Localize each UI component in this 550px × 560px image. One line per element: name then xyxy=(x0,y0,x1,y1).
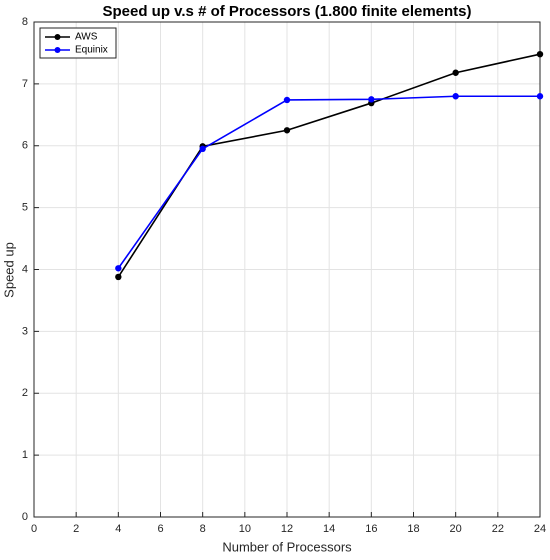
x-tick-label: 12 xyxy=(281,523,293,535)
legend-label: Equinix xyxy=(75,45,108,56)
legend-label: AWS xyxy=(75,32,98,43)
x-tick-label: 14 xyxy=(323,523,335,535)
y-tick-label: 3 xyxy=(22,325,28,337)
x-tick-label: 6 xyxy=(157,523,163,535)
x-axis-label: Number of Processors xyxy=(222,539,352,554)
data-point xyxy=(283,96,291,104)
data-point xyxy=(536,93,544,100)
data-point xyxy=(199,145,206,153)
x-tick-label: 24 xyxy=(534,523,546,535)
y-tick-label: 6 xyxy=(22,140,28,152)
data-point xyxy=(368,96,375,103)
data-point xyxy=(283,127,291,134)
x-tick-label: 18 xyxy=(407,523,419,535)
y-tick-label: 7 xyxy=(22,78,28,90)
y-tick-label: 1 xyxy=(22,449,28,461)
x-tick-label: 8 xyxy=(200,523,206,535)
legend-marker xyxy=(54,34,61,40)
legend-box xyxy=(39,27,117,59)
y-tick-label: 2 xyxy=(22,387,28,399)
x-tick-label: 22 xyxy=(492,523,504,535)
y-tick-label: 8 xyxy=(22,16,28,28)
x-tick-label: 20 xyxy=(450,523,462,535)
data-point xyxy=(115,265,122,272)
chart-title: Speed up v.s # of Processors (1.800 fini… xyxy=(102,3,471,20)
x-tick-label: 10 xyxy=(239,523,251,535)
y-tick-label: 0 xyxy=(22,511,28,523)
data-point xyxy=(452,69,459,76)
x-tick-label: 4 xyxy=(115,523,121,535)
legend-marker xyxy=(54,47,61,53)
x-tick-label: 16 xyxy=(365,523,377,535)
x-tick-label: 2 xyxy=(73,523,79,535)
plot-frame xyxy=(33,21,541,518)
data-point xyxy=(452,93,459,100)
y-tick-label: 4 xyxy=(22,263,28,275)
y-tick-label: 5 xyxy=(22,202,28,214)
y-axis-label: Speed up xyxy=(1,242,16,298)
data-point xyxy=(536,50,544,58)
data-point xyxy=(115,273,122,281)
x-tick-label: 0 xyxy=(31,523,37,535)
series-line xyxy=(117,95,540,269)
